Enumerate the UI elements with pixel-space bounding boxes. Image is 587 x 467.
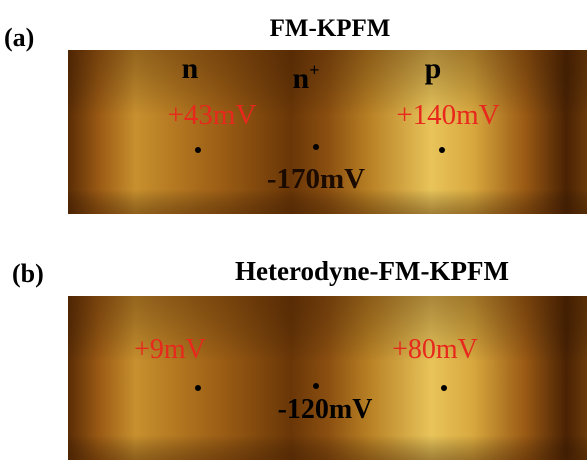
panel-label: (a) bbox=[4, 23, 34, 52]
panel-title: Heterodyne-FM-KPFM bbox=[235, 256, 509, 286]
annotation-superscript: + bbox=[309, 60, 319, 80]
annotation-text: +80mV bbox=[392, 334, 478, 365]
annotation-text: +43mV bbox=[168, 99, 257, 131]
marker-dot bbox=[313, 383, 319, 389]
annotation: +80mV bbox=[392, 334, 478, 365]
annotation: n bbox=[182, 52, 199, 85]
annotation: +43mV bbox=[168, 99, 257, 131]
annotation-text: +9mV bbox=[134, 334, 206, 365]
annotation-text: p bbox=[425, 52, 442, 85]
annotation: +140mV bbox=[396, 99, 499, 131]
image-shading bbox=[68, 296, 587, 460]
panel: (b) Heterodyne-FM-KPFM +9mV +80mV -120mV bbox=[12, 256, 587, 460]
figure: (a)FM-KPFMnn+p+43mV+140mV-170mV(b)Hetero… bbox=[0, 0, 587, 467]
annotation-text: -120mV bbox=[278, 394, 373, 425]
marker-dot bbox=[195, 147, 201, 153]
annotation-text: +140mV bbox=[396, 99, 499, 131]
annotation-text: n bbox=[293, 62, 310, 95]
marker-dot bbox=[313, 144, 319, 150]
marker-dot bbox=[195, 385, 201, 391]
annotation: p bbox=[425, 52, 442, 85]
marker-dot bbox=[439, 147, 445, 153]
panel-title: FM-KPFM bbox=[270, 15, 391, 42]
annotation-text: -170mV bbox=[267, 163, 365, 195]
annotation-text: n bbox=[182, 52, 199, 85]
marker-dot bbox=[441, 385, 447, 391]
panel-label: (b) bbox=[12, 259, 44, 288]
annotation: -120mV bbox=[278, 394, 373, 425]
annotation: -170mV bbox=[267, 163, 365, 195]
annotation: +9mV bbox=[134, 334, 206, 365]
